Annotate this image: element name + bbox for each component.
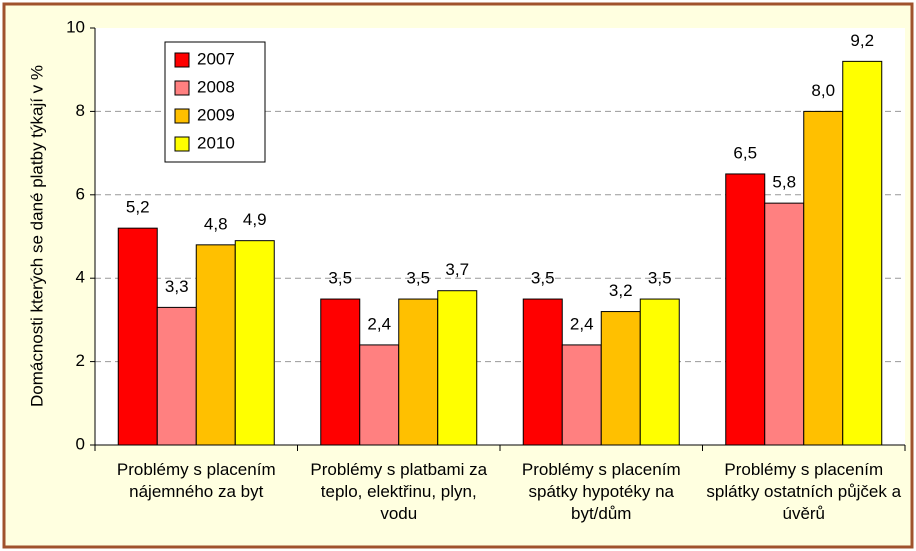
legend-label: 2008	[197, 77, 235, 96]
bar	[234, 240, 275, 446]
data-label: 3,5	[406, 269, 430, 288]
y-tick-label: 4	[76, 268, 85, 287]
legend-label: 2007	[197, 49, 235, 68]
legend-swatch	[174, 80, 190, 96]
bar	[156, 306, 197, 446]
bar	[117, 227, 158, 446]
bar	[359, 344, 400, 446]
bar	[522, 298, 563, 446]
data-label: 4,9	[243, 210, 267, 229]
data-label: 3,7	[445, 260, 469, 279]
data-label: 3,5	[648, 269, 672, 288]
legend-swatch	[174, 108, 190, 124]
x-tick-label: Problémy s placením splátky ostatních pů…	[706, 460, 902, 523]
y-tick-label: 6	[76, 184, 85, 203]
x-tick-label: Problémy s placením nájemného za byt	[116, 460, 276, 501]
y-axis-label: Domácnosti kterých se dané platby týkají…	[27, 65, 46, 407]
legend-label: 2009	[197, 105, 235, 124]
data-label: 3,5	[328, 269, 352, 288]
data-label: 3,2	[609, 281, 633, 300]
bar	[842, 60, 883, 446]
x-tick-label: Problémy s placením spátky hypotéky na b…	[521, 460, 681, 523]
legend-swatch	[174, 52, 190, 68]
bar	[437, 290, 478, 446]
data-label: 2,4	[570, 314, 594, 333]
bar	[725, 173, 766, 446]
bar	[764, 202, 805, 446]
data-label: 5,2	[126, 198, 150, 217]
data-label: 5,8	[772, 173, 796, 192]
data-label: 3,5	[531, 269, 555, 288]
data-label: 9,2	[850, 31, 874, 50]
legend-label: 2010	[197, 133, 235, 152]
y-tick-label: 8	[76, 101, 85, 120]
y-tick-label: 10	[66, 17, 85, 36]
bar	[398, 298, 439, 446]
data-label: 3,3	[165, 277, 189, 296]
bar	[803, 110, 844, 446]
y-tick-label: 2	[76, 351, 85, 370]
data-label: 4,8	[204, 214, 228, 233]
bar	[195, 244, 236, 446]
data-label: 2,4	[367, 314, 391, 333]
bar	[600, 311, 641, 446]
legend-swatch	[174, 136, 190, 152]
bar	[639, 298, 680, 446]
bar	[320, 298, 361, 446]
bar	[561, 344, 602, 446]
data-label: 8,0	[811, 81, 835, 100]
data-label: 6,5	[733, 143, 757, 162]
x-tick-label: Problémy s platbami za teplo, elektřinu,…	[310, 460, 488, 523]
y-tick-label: 0	[76, 434, 85, 453]
